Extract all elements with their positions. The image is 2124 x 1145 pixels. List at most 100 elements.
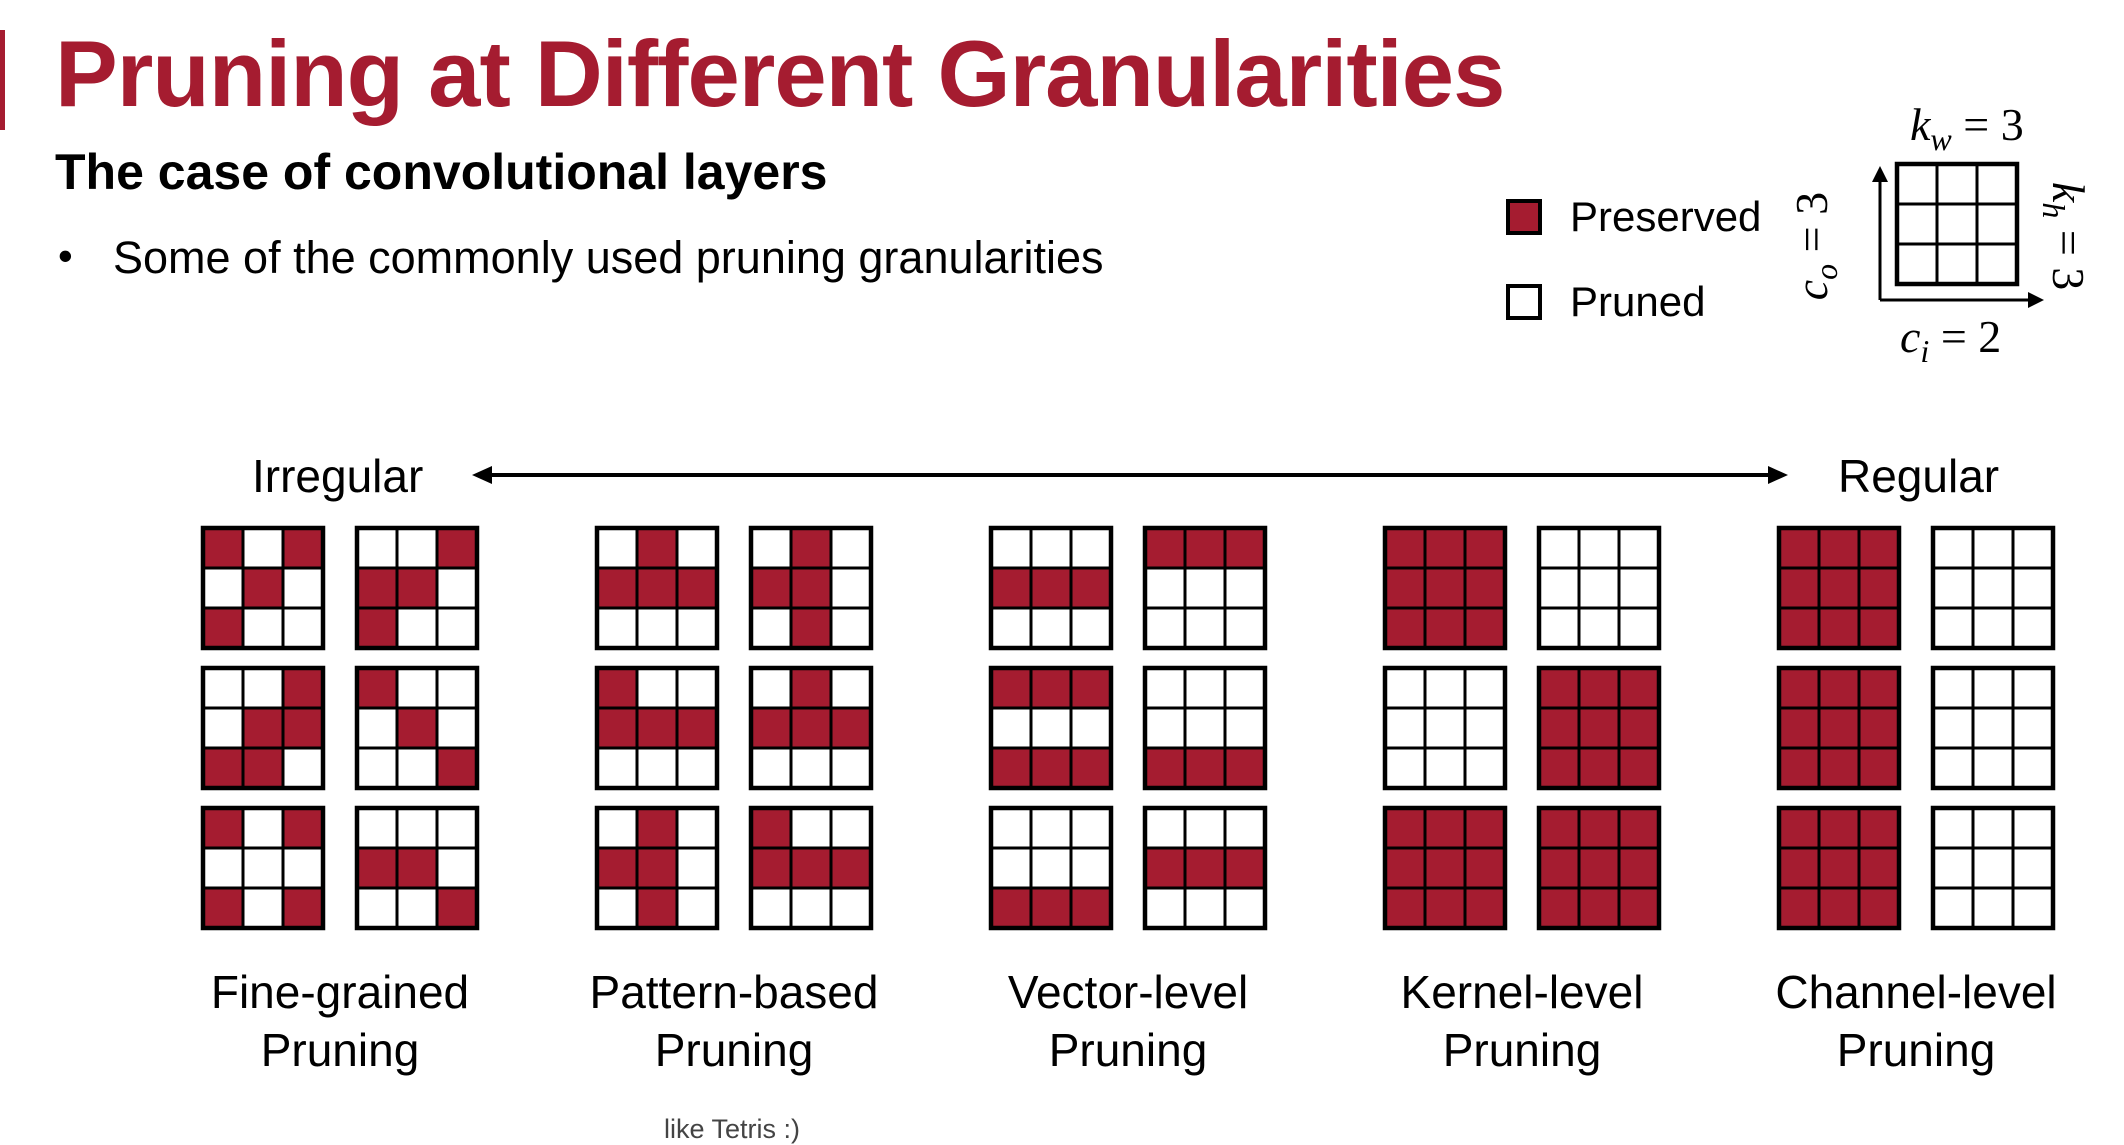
preserved-cell <box>1857 886 1901 930</box>
pruned-cell <box>241 526 285 570</box>
pruned-cell <box>1931 746 1975 790</box>
ci-subscript: i <box>1920 333 1930 370</box>
preserved-cell <box>1463 606 1507 650</box>
preserved-cell <box>1143 746 1187 790</box>
preserved-cell <box>1223 526 1267 570</box>
pruned-cell <box>2011 806 2055 850</box>
kernel-grid <box>1382 805 1508 931</box>
preserved-cell <box>355 846 399 890</box>
preserved-cell <box>1383 606 1427 650</box>
pruned-cell <box>2011 606 2055 650</box>
group-label-line1: Fine-grained <box>210 966 470 1018</box>
bullet-text: Some of the commonly used pruning granul… <box>113 232 1104 283</box>
pruned-cell <box>435 606 479 650</box>
pruned-cell <box>1383 706 1427 750</box>
pruned-cell <box>281 746 325 790</box>
pruned-cell <box>1423 666 1467 710</box>
preserved-cell <box>435 746 479 790</box>
kernel-border <box>354 525 480 651</box>
pruned-cell <box>675 746 719 790</box>
legend-preserved-swatch <box>1506 199 1542 235</box>
pruned-cell <box>829 886 873 930</box>
pruned-cell <box>675 606 719 650</box>
preserved-cell <box>1777 526 1821 570</box>
preserved-cell <box>675 706 719 750</box>
pruned-cell <box>1223 566 1267 610</box>
preserved-cell <box>1183 526 1227 570</box>
pruned-cell <box>1463 706 1507 750</box>
axis-arrows <box>1872 166 2044 308</box>
pruned-cell <box>1223 706 1267 750</box>
preserved-cell <box>281 886 325 930</box>
pruned-cell <box>281 566 325 610</box>
preserved-cell <box>1817 746 1861 790</box>
pruned-cell <box>989 706 1033 750</box>
group-label-vector-level: Vector-level Pruning <box>908 964 1348 1079</box>
preserved-cell <box>1423 806 1467 850</box>
kernel-border <box>1142 665 1268 791</box>
preserved-cell <box>1777 666 1821 710</box>
kernel-grid <box>988 805 1114 931</box>
pruned-cell <box>1971 886 2015 930</box>
preserved-cell <box>749 846 793 890</box>
pruned-cell <box>2011 886 2055 930</box>
pruned-cell <box>435 566 479 610</box>
pruned-cell <box>395 666 439 710</box>
kernel-border <box>1142 525 1268 651</box>
preserved-cell <box>1029 666 1073 710</box>
preserved-cell <box>789 666 833 710</box>
group-label-line1: Channel-level <box>1775 966 2057 1018</box>
preserved-cell <box>829 846 873 890</box>
pruned-cell <box>201 706 245 750</box>
preserved-cell <box>201 806 245 850</box>
pruned-cell <box>749 606 793 650</box>
pruned-cell <box>355 886 399 930</box>
preserved-cell <box>1817 606 1861 650</box>
preserved-cell <box>281 706 325 750</box>
preserved-cell <box>1777 746 1821 790</box>
preserved-cell <box>1777 806 1821 850</box>
preserved-cell <box>1817 526 1861 570</box>
pruned-cell <box>749 666 793 710</box>
pruning-group-2 <box>988 525 1268 931</box>
pruned-cell <box>789 746 833 790</box>
kernel-border <box>1930 665 2056 791</box>
preserved-cell <box>1463 566 1507 610</box>
preserved-cell <box>635 566 679 610</box>
kernel-border <box>1930 805 2056 931</box>
pruning-group-3 <box>1382 525 1662 931</box>
pruned-cell <box>1971 526 2015 570</box>
pruned-cell <box>435 706 479 750</box>
pruned-cell <box>435 806 479 850</box>
pruned-cell <box>1931 526 1975 570</box>
pruned-cell <box>1971 566 2015 610</box>
preserved-cell <box>749 566 793 610</box>
pruned-cell <box>1971 746 2015 790</box>
preserved-cell <box>201 606 245 650</box>
preserved-cell <box>1029 886 1073 930</box>
ci-symbol: c <box>1900 311 1921 362</box>
regularity-arrow <box>472 466 1788 484</box>
kernel-grid <box>1382 665 1508 791</box>
preserved-cell <box>355 666 399 710</box>
pruned-cell <box>675 806 719 850</box>
kernel-grid <box>1930 525 2056 651</box>
kernel-border <box>1536 665 1662 791</box>
pruning-group-1 <box>594 525 874 931</box>
pruned-cell <box>1617 526 1661 570</box>
preserved-cell <box>1537 886 1581 930</box>
legend-pruned-swatch <box>1506 284 1542 320</box>
pruned-cell <box>1069 846 1113 890</box>
pruned-cell <box>989 846 1033 890</box>
preserved-cell <box>635 886 679 930</box>
kernel-border <box>1536 805 1662 931</box>
kernel-grid <box>1536 665 1662 791</box>
group-label-line2: Pruning <box>1048 1023 1208 1076</box>
pruned-cell <box>435 846 479 890</box>
pruned-cell <box>635 746 679 790</box>
pruned-cell <box>989 526 1033 570</box>
kernel-grid <box>354 525 480 651</box>
pruned-cell <box>1537 606 1581 650</box>
preserved-cell <box>1577 886 1621 930</box>
pruned-cell <box>2011 846 2055 890</box>
